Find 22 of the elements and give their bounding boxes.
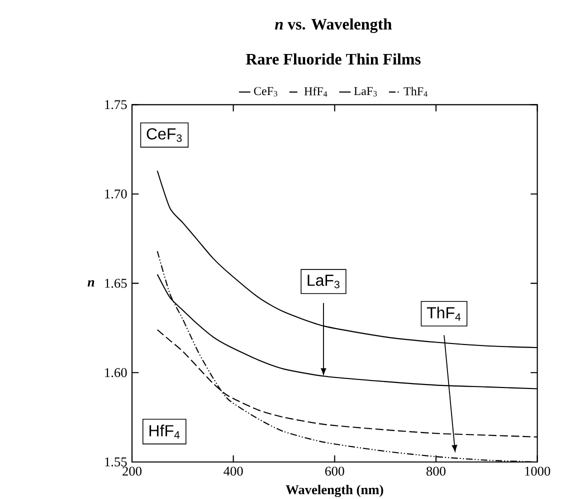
chart-subtitle: Rare Fluoride Thin Films xyxy=(246,53,421,65)
legend-label: LaF$_{3}$ xyxy=(354,87,377,96)
legend-label: CeF$_{3}$ xyxy=(254,87,278,96)
legend-label: HfF$_{4}$ xyxy=(304,86,328,97)
y-tick-label: 1.70 xyxy=(105,189,127,199)
chart-title: n vs. Wavelength xyxy=(274,18,392,33)
annotation: ThF$_{4}$ xyxy=(426,306,461,321)
x-tick-label: 200 xyxy=(122,466,142,476)
annotation: LaF$_{3}$ xyxy=(308,274,340,288)
x-tick-label: 400 xyxy=(224,466,243,476)
x-axis-title: Wavelength (nm) xyxy=(286,484,384,498)
y-tick-label: 1.75 xyxy=(105,100,127,110)
x-tick-label: 600 xyxy=(325,466,344,476)
x-tick-label: 1000 xyxy=(525,466,550,476)
annotation: CeF$_{3}$ xyxy=(146,128,182,142)
legend-label: ThF$_{4}$ xyxy=(404,86,428,97)
y-tick-label: 1.65 xyxy=(105,278,127,288)
y-tick-label: 1.55 xyxy=(105,457,127,466)
annotation: HfF$_{4}$ xyxy=(150,424,180,439)
y-axis-title: n xyxy=(88,280,94,286)
y-tick-label: 1.60 xyxy=(105,368,127,378)
x-tick-label: 800 xyxy=(426,466,446,476)
